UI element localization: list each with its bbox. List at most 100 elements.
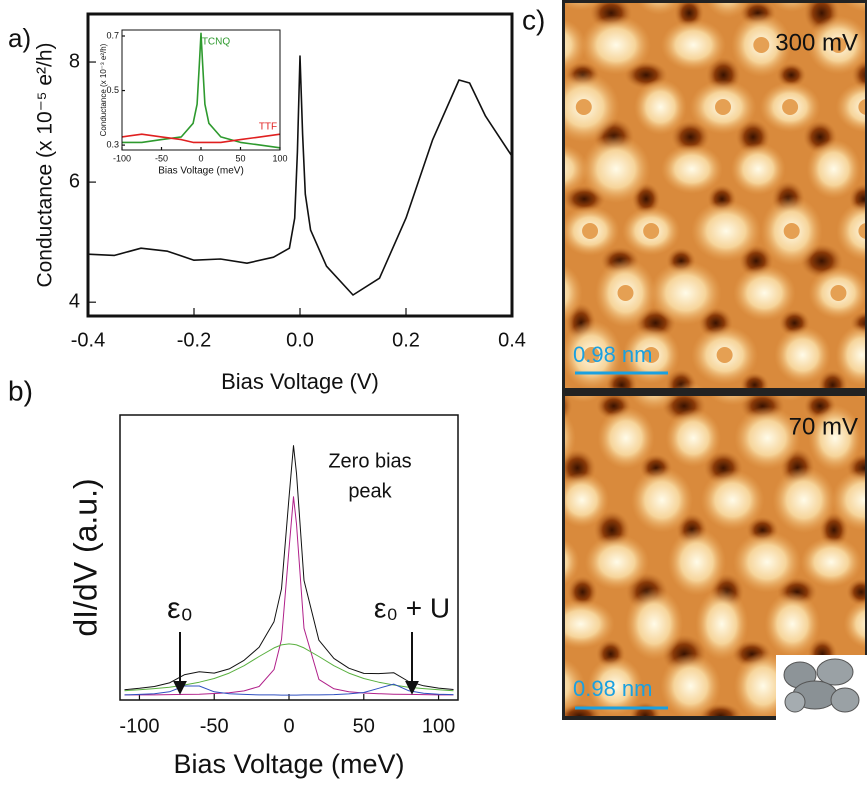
stm-ring-center [782,99,799,115]
stm-dark [813,764,848,791]
x-axis-label: Bias Voltage (meV) [173,749,404,779]
stm-bright [808,404,862,472]
x-tick-label: -0.4 [71,329,105,351]
x-tick-label: 100 [272,153,287,163]
stm-image-300mv [565,3,865,388]
stm-ring-center [858,99,865,115]
stm-ring-center [582,223,599,239]
stm-bright [665,408,721,468]
plot-frame [119,414,459,701]
x-tick-label: 0 [283,715,294,737]
panel-label: a) [8,23,31,53]
image-label: 70 mV [789,413,858,440]
stm-bright [764,591,821,657]
x-tick-label: 0.2 [392,329,420,351]
y-tick-label: 6 [69,170,80,192]
stm-bright [843,599,865,649]
stm-bright [634,79,687,135]
stm-bright [661,144,723,194]
stm-bright [837,724,867,773]
stm-bright [565,658,586,714]
stm-bright [828,386,849,388]
stm-dark [735,766,774,791]
annotation: peak [348,480,392,502]
stm-ring-center [716,347,733,363]
stm-bright [637,3,682,16]
stm-dark [565,396,573,420]
y-axis-label: Conductance (x 10⁻³ e²/h) [99,43,108,136]
stm-bright [565,538,580,586]
stm-ring-center [643,347,660,363]
stm-bright [565,599,615,649]
stm-bright [733,265,796,321]
stm-dark [592,764,629,793]
stm-bright [733,531,802,593]
stm-bright [835,324,865,386]
stm-bright [772,466,836,534]
stm-bright [806,139,861,199]
stm-bright [691,200,762,262]
annotation: Zero bias [328,450,411,472]
stm-bright [774,326,831,384]
stm-bright [835,81,865,133]
x-tick-label: -50 [155,153,168,163]
y-tick-label: 0.7 [106,30,119,40]
plot-frame [86,12,514,318]
x-axis-label: Bias Voltage (V) [221,369,379,394]
stm-bright [667,528,727,596]
stm-bright [730,143,786,195]
stm-bright [771,3,812,13]
plot-frame [121,29,281,151]
y-tick-label: 0.3 [106,139,119,149]
stm-ring-center [617,285,634,301]
stm-bright [708,396,757,406]
stm-bright [597,407,655,469]
stm-bright [604,385,629,388]
stm-bright [565,472,610,528]
stm-ring-center [830,37,847,53]
stm-bright [565,412,576,464]
image-label: 300 mV [775,29,858,56]
stm-image-70mv [489,342,867,793]
stm-bright [774,396,806,401]
stm-ring-center [783,223,800,239]
scale-bar-label: 0.98 nm [573,342,653,367]
inset-background [120,28,282,152]
stm-bright [629,396,679,411]
x-tick-label: -100 [113,153,131,163]
x-tick-label: 100 [422,715,455,737]
arrows [173,632,419,695]
stm-ring-center [583,347,600,363]
x-tick-label: -100 [119,715,159,737]
stm-bright [649,261,722,325]
stm-bright [489,342,557,409]
stm-bright [863,283,865,303]
stm-ring-center [858,223,865,239]
molecule-model [776,655,867,720]
stm-bright [581,15,651,75]
stm-bright [831,469,865,531]
stm-bright [565,3,602,11]
y-tick-label: 0.5 [106,85,119,95]
x-tick-label: -50 [200,715,229,737]
stm-bright [552,719,609,778]
stm-ring-center [753,37,770,53]
stm-bright [861,156,865,182]
stm-bright [660,19,726,71]
stm-bright [843,3,865,13]
stm-bright [631,467,693,533]
series-line [124,643,454,692]
stm-ring-center [575,99,592,115]
stm-bright [660,653,721,716]
y-axis-label: dI/dV (a.u.) [67,478,103,636]
series-label: TCNQ [202,37,231,48]
stm-bright [565,18,587,72]
x-axis-label: Bias Voltage (meV) [158,166,244,177]
x-tick-label: -0.2 [177,329,211,351]
y-tick-label: 4 [69,290,80,312]
x-tick-label: 50 [353,715,375,737]
stm-dark [565,10,566,16]
stm-bright [565,71,620,143]
